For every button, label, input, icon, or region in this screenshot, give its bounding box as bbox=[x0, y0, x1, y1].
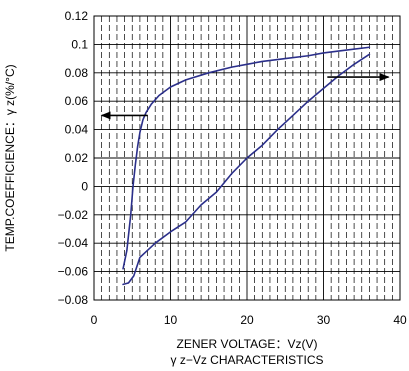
chart-caption: γ z−Vz CHARACTERISTICS bbox=[170, 353, 323, 367]
series-layer bbox=[122, 46, 371, 286]
x-axis-label: ZENER VOLTAGE：Vz(V) bbox=[177, 337, 318, 351]
y-tick-label: 0.1 bbox=[71, 37, 88, 51]
y-axis-label: TEMP.COEFFICIENCE：γ z(%/°C) bbox=[3, 64, 17, 251]
y-tick-labels: −0.08 −0.06 −0.04 −0.02 0 0.02 0.04 0.06 0.08 0.1… bbox=[58, 9, 89, 307]
y-tick-label: −0.08 bbox=[58, 293, 89, 307]
x-tick-label: 0 bbox=[91, 313, 98, 327]
annotation-layer bbox=[100, 73, 390, 120]
plot-frame bbox=[93, 15, 401, 301]
x-tick-label: 30 bbox=[317, 313, 331, 327]
y-tick-label: −0.04 bbox=[58, 236, 89, 250]
x-tick-label: 10 bbox=[164, 313, 178, 327]
y-tick-label: 0.06 bbox=[65, 94, 89, 108]
y-tick-label: 0 bbox=[81, 179, 88, 193]
x-tick-label: 40 bbox=[393, 313, 407, 327]
grid-layer bbox=[94, 16, 400, 300]
y-tick-label: −0.06 bbox=[58, 265, 89, 279]
y-tick-label: −0.02 bbox=[58, 208, 89, 222]
x-tick-labels: 0 10 20 30 40 bbox=[91, 313, 407, 327]
series-line-1 bbox=[122, 46, 371, 270]
y-tick-label: 0.08 bbox=[65, 66, 89, 80]
series-line-2 bbox=[122, 53, 371, 286]
y-tick-label: 0.12 bbox=[65, 9, 89, 23]
x-tick-label: 20 bbox=[240, 313, 254, 327]
y-tick-label: 0.04 bbox=[65, 123, 89, 137]
y-tick-label: 0.02 bbox=[65, 151, 89, 165]
